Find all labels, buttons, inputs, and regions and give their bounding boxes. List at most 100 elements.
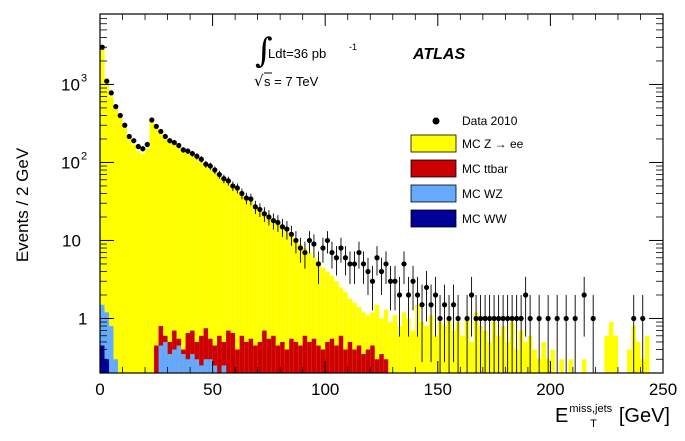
y-tick-label-2: 10 bbox=[62, 231, 81, 250]
bar-0-30 bbox=[235, 189, 240, 373]
bar-3-1 bbox=[104, 359, 110, 373]
bar-2-13 bbox=[158, 345, 164, 373]
bar-1-25 bbox=[212, 345, 218, 373]
bar-0-25 bbox=[212, 172, 218, 373]
bar-1-61 bbox=[374, 359, 380, 373]
lumi-text: Ldt=36 pb bbox=[268, 46, 326, 61]
bar-0-5 bbox=[122, 127, 128, 373]
bar-0-38 bbox=[271, 220, 276, 373]
data-point-69 bbox=[410, 278, 416, 284]
data-point-3 bbox=[113, 104, 119, 110]
data-point-46 bbox=[306, 237, 313, 244]
data-point-76 bbox=[441, 302, 448, 308]
data-point-47 bbox=[311, 241, 317, 247]
bar-0-54 bbox=[343, 291, 348, 373]
bar-0-80 bbox=[460, 335, 465, 373]
bar-2-1 bbox=[104, 312, 110, 373]
data-point-9 bbox=[140, 146, 146, 152]
bar-1-60 bbox=[370, 345, 375, 373]
bar-0-47 bbox=[311, 257, 317, 373]
bar-0-23 bbox=[203, 166, 209, 373]
data-point-98 bbox=[563, 315, 569, 322]
legend-swatch-ttbar bbox=[410, 159, 457, 178]
data-point-44 bbox=[297, 245, 304, 251]
bar-2-2 bbox=[109, 326, 114, 373]
bar-0-41 bbox=[284, 231, 290, 373]
bar-0-3 bbox=[113, 106, 119, 373]
bar-1-39 bbox=[275, 345, 281, 373]
legend-label-data: Data 2010 bbox=[462, 114, 518, 128]
bar-0-82 bbox=[469, 341, 474, 373]
bar-0-117 bbox=[626, 349, 632, 373]
data-point-90 bbox=[509, 315, 515, 322]
bar-1-23 bbox=[203, 328, 209, 373]
x-axis-label-sup: miss,jets bbox=[569, 403, 613, 416]
bar-1-41 bbox=[284, 349, 290, 373]
data-point-22 bbox=[198, 156, 204, 162]
bar-1-38 bbox=[271, 335, 276, 373]
bar-0-104 bbox=[568, 359, 573, 373]
data-point-80 bbox=[464, 315, 470, 322]
bar-1-56 bbox=[352, 349, 357, 373]
bar-1-27 bbox=[221, 341, 227, 373]
bar-0-42 bbox=[289, 234, 294, 373]
bar-0-49 bbox=[320, 267, 326, 373]
data-point-31 bbox=[239, 190, 245, 197]
bar-0-66 bbox=[397, 326, 402, 373]
data-point-59 bbox=[365, 268, 371, 275]
data-point-94 bbox=[527, 315, 533, 322]
legend-label-wz: MC WZ bbox=[462, 187, 503, 201]
bar-1-42 bbox=[289, 338, 294, 373]
bar-0-29 bbox=[230, 185, 236, 373]
y-tick-label-0: 10 bbox=[61, 75, 80, 94]
data-point-77 bbox=[446, 315, 452, 322]
bar-2-22 bbox=[199, 365, 204, 373]
data-point-4 bbox=[117, 112, 123, 119]
bar-0-13 bbox=[158, 132, 164, 373]
data-point-17 bbox=[176, 142, 182, 149]
data-point-92 bbox=[518, 315, 524, 322]
data-point-37 bbox=[266, 214, 272, 220]
bar-0-68 bbox=[406, 318, 411, 373]
bar-1-24 bbox=[208, 338, 213, 373]
legend: Data 2010 MC Z → ee MC ttbar MC WZ MC WW bbox=[410, 114, 524, 228]
data-point-48 bbox=[315, 261, 322, 267]
data-point-34 bbox=[252, 204, 258, 210]
data-point-85 bbox=[486, 315, 493, 322]
data-point-23 bbox=[203, 161, 209, 167]
bar-0-55 bbox=[347, 298, 353, 373]
data-point-74 bbox=[432, 292, 439, 298]
data-point-2 bbox=[108, 90, 114, 96]
data-point-38 bbox=[270, 217, 277, 224]
bar-0-62 bbox=[379, 318, 384, 373]
bar-0-113 bbox=[608, 322, 614, 373]
bar-0-46 bbox=[307, 252, 312, 373]
data-point-56 bbox=[351, 261, 358, 267]
bar-0-56 bbox=[352, 302, 357, 373]
bar-0-43 bbox=[293, 240, 299, 373]
data-point-18 bbox=[180, 147, 186, 153]
x-tick-label-4: 200 bbox=[536, 380, 564, 399]
bar-0-9 bbox=[140, 153, 146, 373]
data-point-6 bbox=[126, 133, 132, 140]
data-point-97 bbox=[554, 315, 560, 322]
data-point-35 bbox=[257, 206, 263, 213]
data-point-70 bbox=[414, 292, 421, 298]
bar-1-49 bbox=[320, 349, 326, 373]
bar-2-23 bbox=[203, 359, 209, 373]
data-point-16 bbox=[171, 139, 177, 146]
bar-0-6 bbox=[127, 138, 132, 373]
bar-0-96 bbox=[532, 349, 537, 373]
data-point-28 bbox=[225, 178, 231, 184]
bar-0-33 bbox=[248, 201, 254, 373]
data-point-65 bbox=[392, 278, 398, 284]
bar-2-17 bbox=[176, 345, 182, 373]
data-point-79 bbox=[455, 315, 461, 322]
bar-0-51 bbox=[329, 276, 335, 373]
x-axis-label-base: E bbox=[555, 405, 569, 427]
x-tick-label-2: 100 bbox=[311, 380, 339, 399]
data-point-103 bbox=[640, 315, 646, 322]
bar-2-27 bbox=[221, 365, 227, 373]
data-point-88 bbox=[500, 315, 506, 322]
